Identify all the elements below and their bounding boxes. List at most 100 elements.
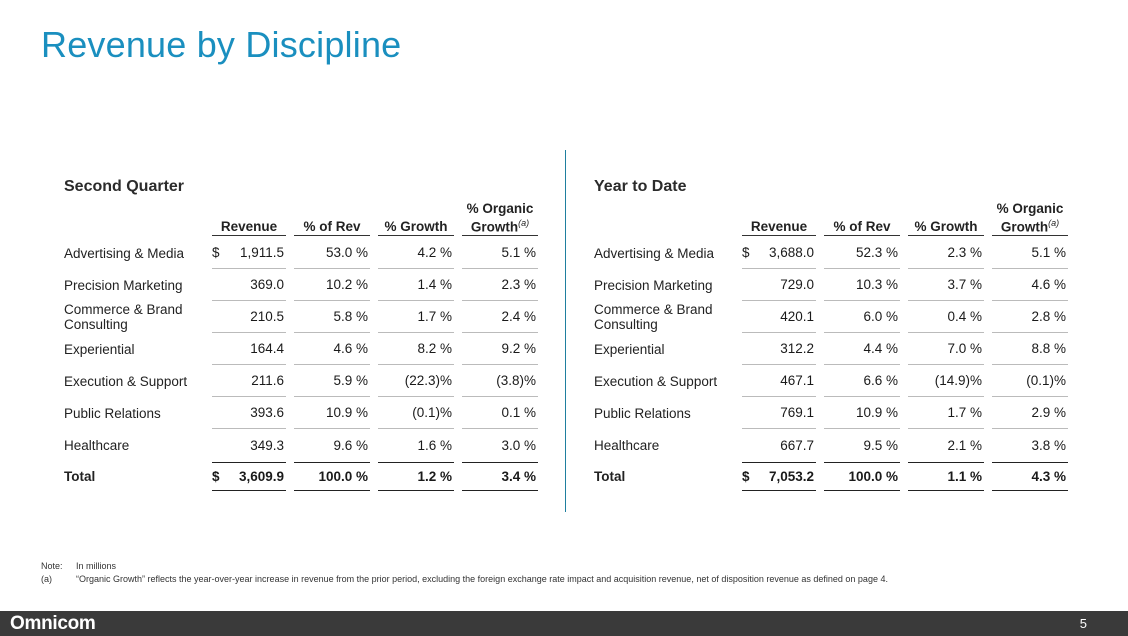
organic-growth-cell: 0.1 %	[454, 397, 538, 429]
pct-rev-cell: 53.0 %	[286, 237, 370, 269]
table-row: Healthcare 667.7 9.5 % 2.1 % 3.8 %	[594, 429, 1068, 461]
section-divider	[565, 150, 566, 512]
pct-rev-header: % of Rev	[816, 198, 900, 237]
growth-cell: (0.1)%	[370, 397, 454, 429]
revenue-value: 729.0	[780, 277, 814, 292]
row-label: Total	[64, 468, 96, 484]
organic-growth-cell: 8.8 %	[984, 333, 1068, 365]
organic-growth-cell: 5.1 %	[984, 237, 1068, 269]
revenue-cell: 769.1	[734, 397, 816, 429]
pct-rev-cell: 10.9 %	[286, 397, 370, 429]
table-row: Commerce & Brand Consulting 210.5 5.8 % 1.7…	[64, 301, 538, 333]
row-label: Advertising & Media	[594, 245, 715, 261]
row-label: Execution & Support	[594, 373, 718, 389]
currency-symbol: $	[212, 468, 220, 484]
page-title: Revenue by Discipline	[41, 24, 402, 65]
row-label: Public Relations	[594, 405, 691, 421]
pct-rev-cell: 100.0 %	[286, 461, 370, 491]
pct-rev-cell: 9.6 %	[333, 437, 368, 453]
table-row: Execution & Support 467.1 6.6 % (14.9)% (0.1…	[594, 365, 1068, 397]
pct-rev-cell: 4.6 %	[286, 333, 370, 365]
table-row: Advertising & Media $1,911.5 53.0 % 4.2 % 5.…	[64, 237, 538, 269]
footer-bar: Omnicom 5	[0, 611, 1128, 636]
growth-cell: 1.2 %	[370, 461, 454, 491]
row-label: Advertising & Media	[64, 245, 185, 261]
growth-cell: 8.2 %	[370, 333, 454, 365]
organic-growth-header: % Organic Growth(a)	[454, 198, 538, 237]
footnote-a-tag: (a)	[41, 574, 52, 584]
row-label: Healthcare	[594, 437, 660, 453]
note-tag: Note:	[41, 561, 63, 571]
row-label: Public Relations	[64, 405, 161, 421]
organic-growth-cell: 3.4 %	[454, 461, 538, 491]
revenue-cell: 729.0	[734, 269, 816, 301]
second-quarter-table: Revenue % of Rev % Growth % Organic Growt…	[64, 198, 538, 491]
revenue-value: 312.2	[780, 341, 814, 356]
label-header	[64, 198, 204, 237]
pct-rev-cell: 5.8 %	[286, 301, 370, 333]
row-label: Experiential	[594, 341, 665, 357]
revenue-header: Revenue	[204, 198, 286, 237]
row-label: Experiential	[64, 341, 135, 357]
revenue-cell: 467.1	[734, 365, 816, 397]
table-row: Public Relations 769.1 10.9 % 1.7 % 2.9 %	[594, 397, 1068, 429]
row-label: Execution & Support	[64, 373, 188, 389]
growth-cell: 1.6 %	[417, 437, 452, 453]
second-quarter-title: Second Quarter	[64, 178, 185, 195]
revenue-cell: 667.7	[734, 429, 816, 461]
revenue-cell: $3,609.9	[204, 461, 286, 491]
year-to-date-title: Year to Date	[594, 178, 687, 195]
growth-cell: 2.3 %	[900, 237, 984, 269]
organic-growth-cell: 3.8 %	[1031, 437, 1066, 453]
revenue-value: 210.5	[250, 309, 284, 324]
omnicom-logo: Omnicom	[10, 613, 96, 634]
organic-growth-cell: 2.8 %	[984, 301, 1068, 333]
pct-rev-cell: 6.6 %	[816, 365, 900, 397]
pct-rev-cell: 10.3 %	[816, 269, 900, 301]
row-label: Precision Marketing	[64, 277, 183, 293]
second-quarter-section: Second Quarter Revenue % of Rev % Growth…	[64, 178, 538, 491]
pct-rev-cell: 10.9 %	[816, 397, 900, 429]
revenue-cell: 211.6	[204, 365, 286, 397]
growth-cell: 3.7 %	[900, 269, 984, 301]
pct-rev-cell: 5.9 %	[286, 365, 370, 397]
currency-symbol: $	[742, 245, 750, 260]
growth-cell: 7.0 %	[900, 333, 984, 365]
pct-rev-cell: 9.5 %	[863, 437, 898, 453]
footnotes: Note: In millions (a) “Organic Growth” ref…	[41, 560, 888, 586]
table-row: Commerce & Brand Consulting 420.1 6.0 % 0.4…	[594, 301, 1068, 333]
revenue-value: 3,688.0	[768, 245, 814, 260]
currency-symbol: $	[212, 245, 220, 260]
row-label: Total	[594, 468, 626, 484]
table-row: Public Relations 393.6 10.9 % (0.1)% 0.1 %	[64, 397, 538, 429]
footnote-a-text: “Organic Growth” reflects the year-over-…	[76, 574, 888, 584]
pct-rev-cell: 10.2 %	[286, 269, 370, 301]
organic-growth-cell: 2.4 %	[454, 301, 538, 333]
revenue-value: 349.3	[250, 437, 284, 453]
table-row: Experiential 164.4 4.6 % 8.2 % 9.2 %	[64, 333, 538, 365]
label-header	[594, 198, 734, 237]
revenue-cell: 210.5	[204, 301, 286, 333]
growth-cell: 1.7 %	[370, 301, 454, 333]
growth-cell: 1.4 %	[370, 269, 454, 301]
total-row: Total $7,053.2 100.0 % 1.1 % 4.3 %	[594, 461, 1068, 491]
revenue-cell: 312.2	[734, 333, 816, 365]
revenue-value: 1,911.5	[239, 245, 284, 260]
table-row: Healthcare 349.3 9.6 % 1.6 % 3.0 %	[64, 429, 538, 461]
pct-rev-cell: 100.0 %	[816, 461, 900, 491]
row-label: Commerce & Brand Consulting	[594, 302, 713, 332]
revenue-header: Revenue	[734, 198, 816, 237]
revenue-value: 420.1	[780, 309, 814, 324]
organic-growth-cell: (0.1)%	[984, 365, 1068, 397]
growth-cell: 0.4 %	[900, 301, 984, 333]
revenue-cell: $1,911.5	[204, 237, 286, 269]
pct-rev-cell: 6.0 %	[816, 301, 900, 333]
total-row: Total $3,609.9 100.0 % 1.2 % 3.4 %	[64, 461, 538, 491]
revenue-cell: 349.3	[204, 429, 286, 461]
growth-header: % Growth	[370, 198, 454, 237]
organic-growth-cell: 2.3 %	[454, 269, 538, 301]
row-label: Healthcare	[64, 437, 130, 453]
revenue-cell: 164.4	[204, 333, 286, 365]
revenue-cell: 369.0	[204, 269, 286, 301]
growth-cell: 4.2 %	[370, 237, 454, 269]
